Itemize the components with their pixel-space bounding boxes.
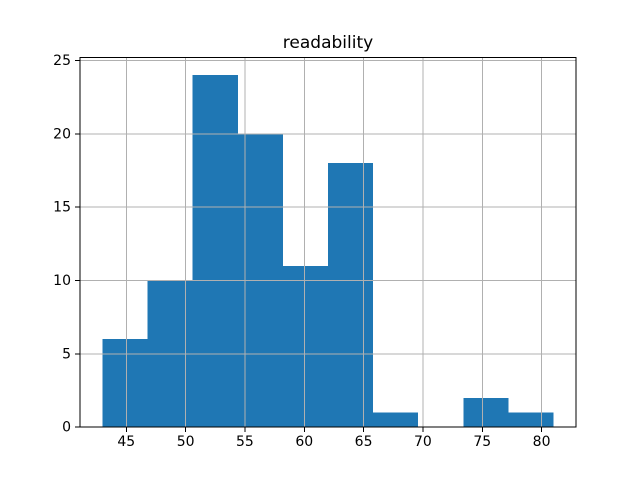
x-tick-label: 75 bbox=[473, 434, 491, 450]
x-tick-label: 50 bbox=[177, 434, 195, 450]
histogram-bar bbox=[328, 163, 374, 428]
x-tick-label: 60 bbox=[295, 434, 313, 450]
y-tick-label: 5 bbox=[62, 346, 71, 362]
y-tick-label: 10 bbox=[53, 273, 71, 289]
x-tick-label: 65 bbox=[355, 434, 373, 450]
x-tick-label: 80 bbox=[533, 434, 551, 450]
y-tick-label: 25 bbox=[53, 53, 71, 69]
x-tick-label: 70 bbox=[414, 434, 432, 450]
x-tick-label: 45 bbox=[117, 434, 135, 450]
y-tick-label: 20 bbox=[53, 126, 71, 142]
y-tick-label: 15 bbox=[53, 200, 71, 216]
axes-spines bbox=[79, 57, 577, 428]
x-tick-label: 55 bbox=[236, 434, 254, 450]
histogram-bar bbox=[192, 75, 238, 428]
chart-title: readability bbox=[282, 33, 374, 53]
histogram-bar bbox=[282, 265, 328, 428]
y-tick-label: 0 bbox=[62, 420, 71, 436]
histogram-bar bbox=[102, 339, 148, 428]
histogram-bar bbox=[373, 412, 419, 428]
histogram-bar bbox=[508, 412, 554, 428]
histogram-bar bbox=[463, 397, 509, 428]
